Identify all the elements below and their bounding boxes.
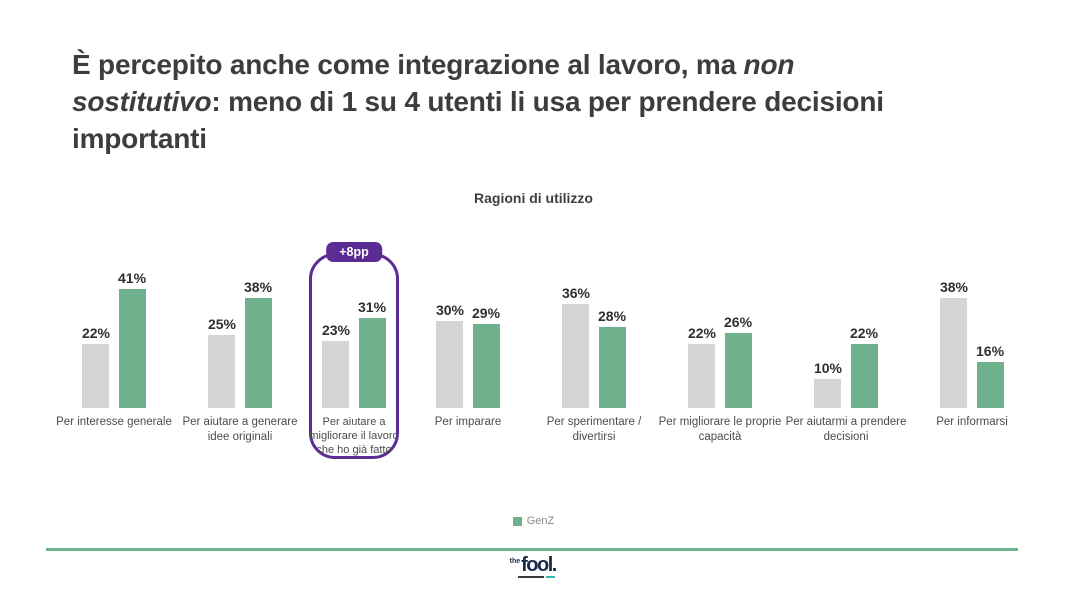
chart-group-8: 38% 16% Per informarsi	[909, 232, 1035, 480]
bar-value-label: 22%	[81, 325, 110, 341]
bar-value-label: 36%	[561, 285, 590, 301]
bar-value-label: 30%	[435, 302, 464, 318]
category-label: Per aiutare a migliorare il lavoro che h…	[309, 416, 399, 457]
chart-group-3: +8pp 23% 31% Per aiutare a migliorare il la…	[303, 232, 405, 480]
bar-value-label: 16%	[976, 343, 1005, 359]
bar-column-total: 10%	[814, 360, 842, 408]
logo-name: fool	[521, 554, 553, 576]
slide-title: È percepito anche come integrazione al l…	[72, 46, 928, 157]
chart-group-7: 10% 22% Per aiutarmi a prendere decisioni	[783, 232, 909, 480]
chart-title: Ragioni di utilizzo	[474, 190, 593, 206]
category-label: Per aiutare a generare idee originali	[182, 416, 298, 443]
bar-column-total: 38%	[940, 279, 968, 408]
bar-column-GenZ: 26%	[724, 314, 752, 408]
logo-prefix: the	[509, 558, 521, 565]
bar-column-GenZ: 31%	[358, 299, 386, 408]
bar-column-total: 23%	[322, 322, 350, 408]
bar-pair: 23% 31%	[322, 232, 386, 408]
bar-column-total: 22%	[82, 325, 110, 408]
bar-gray	[322, 341, 350, 408]
bar-GenZ	[358, 318, 386, 408]
bar-gray	[436, 321, 464, 408]
company-logo: thefool.	[0, 555, 1067, 582]
chart-group-4: 30% 29% Per imparare	[405, 232, 531, 480]
bar-gray	[814, 379, 842, 408]
category-label: Per interesse generale	[56, 416, 172, 428]
bar-value-label: 25%	[207, 316, 236, 332]
bar-column-GenZ: 22%	[850, 325, 878, 408]
logo-dot: .	[551, 554, 558, 576]
bar-gray	[688, 344, 716, 408]
bar-chart: 22% 41% Per interesse generale 25% 38% Per ai…	[51, 232, 1015, 480]
bar-value-label: 29%	[472, 305, 501, 321]
bar-column-total: 22%	[688, 325, 716, 408]
slide-title-part3: : meno di 1 su 4 utenti li usa per prend…	[72, 86, 884, 154]
logo-tagline-teal-bar	[545, 576, 555, 578]
bar-value-label: 23%	[321, 322, 350, 338]
bar-pair: 25% 38%	[208, 232, 272, 408]
legend-label-genz: GenZ	[526, 515, 555, 527]
bar-column-GenZ: 41%	[118, 270, 146, 408]
chart-group-6: 22% 26% Per migliorare le proprie capacità	[657, 232, 783, 480]
bar-value-label: 22%	[687, 325, 716, 341]
bar-gray	[82, 344, 110, 408]
chart-legend: GenZ	[0, 515, 1067, 527]
bar-value-label: 26%	[724, 314, 753, 330]
logo-tagline	[517, 576, 558, 578]
bar-GenZ	[598, 327, 626, 408]
bar-GenZ	[472, 324, 500, 408]
bar-GenZ	[976, 362, 1004, 408]
bar-value-label: 28%	[598, 308, 627, 324]
bar-value-label: 41%	[118, 270, 147, 286]
chart-group-2: 25% 38% Per aiutare a generare idee origin…	[177, 232, 303, 480]
bar-value-label: 31%	[358, 299, 387, 315]
highlight-badge: +8pp	[326, 242, 382, 262]
category-label: Per imparare	[434, 416, 502, 428]
slide-title-part1: È percepito anche come integrazione al l…	[72, 49, 744, 80]
bar-value-label: 22%	[850, 325, 879, 341]
bar-column-GenZ: 29%	[472, 305, 500, 408]
bar-value-label: 38%	[244, 279, 273, 295]
chart-group-5: 36% 28% Per sperimentare / divertirsi	[531, 232, 657, 480]
bar-column-total: 30%	[436, 302, 464, 408]
bar-pair: 10% 22%	[814, 232, 878, 408]
category-label: Per migliorare le proprie capacità	[658, 416, 782, 443]
bar-gray	[208, 335, 236, 408]
bar-pair: 30% 29%	[436, 232, 500, 408]
bar-column-GenZ: 38%	[244, 279, 272, 408]
bar-column-total: 25%	[208, 316, 236, 408]
bar-GenZ	[244, 298, 272, 408]
footer-separator-line	[46, 548, 1018, 551]
bar-pair: 36% 28%	[562, 232, 626, 408]
bar-value-label: 10%	[813, 360, 842, 376]
category-label: Per informarsi	[936, 416, 1008, 428]
bar-column-GenZ: 16%	[976, 343, 1004, 408]
bar-GenZ	[118, 289, 146, 408]
bar-column-total: 36%	[562, 285, 590, 408]
slide-title-italic: non sostitutivo	[72, 49, 795, 117]
bar-GenZ	[850, 344, 878, 408]
bar-pair: 22% 26%	[688, 232, 752, 408]
chart-group-1: 22% 41% Per interesse generale	[51, 232, 177, 480]
category-label: Per aiutarmi a prendere decisioni	[785, 416, 907, 443]
logo-tagline-dark-bar	[517, 576, 544, 578]
bar-pair: 38% 16%	[940, 232, 1004, 408]
category-label: Per sperimentare / divertirsi	[546, 416, 642, 443]
bar-gray	[562, 304, 590, 408]
bar-column-GenZ: 28%	[598, 308, 626, 408]
bar-value-label: 38%	[939, 279, 968, 295]
bar-gray	[940, 298, 968, 408]
bar-pair: 22% 41%	[82, 232, 146, 408]
legend-swatch-genz	[512, 516, 522, 526]
bar-GenZ	[724, 333, 752, 408]
